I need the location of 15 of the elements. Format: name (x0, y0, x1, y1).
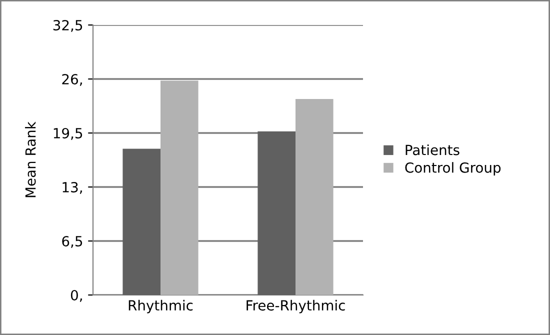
y-tick-label: 19,5 (54, 128, 82, 140)
bar (122, 148, 160, 295)
y-tick-label: 32,5 (53, 20, 82, 32)
bar (258, 131, 296, 295)
x-tick-label: Rhythmic (128, 300, 193, 314)
bar (296, 98, 334, 295)
y-tick-label: 6,5 (62, 236, 82, 248)
x-tick-label: Free-Rhythmic (246, 300, 345, 314)
y-tick-label: 26, (62, 74, 82, 86)
y-tick-label: 0, (70, 290, 82, 302)
y-tick-label: 13, (62, 182, 82, 194)
legend-label: Patients (406, 144, 460, 156)
y-axis-title: Mean Rank (25, 122, 36, 198)
legend-label: Control Group (405, 162, 501, 176)
bar (160, 80, 198, 295)
